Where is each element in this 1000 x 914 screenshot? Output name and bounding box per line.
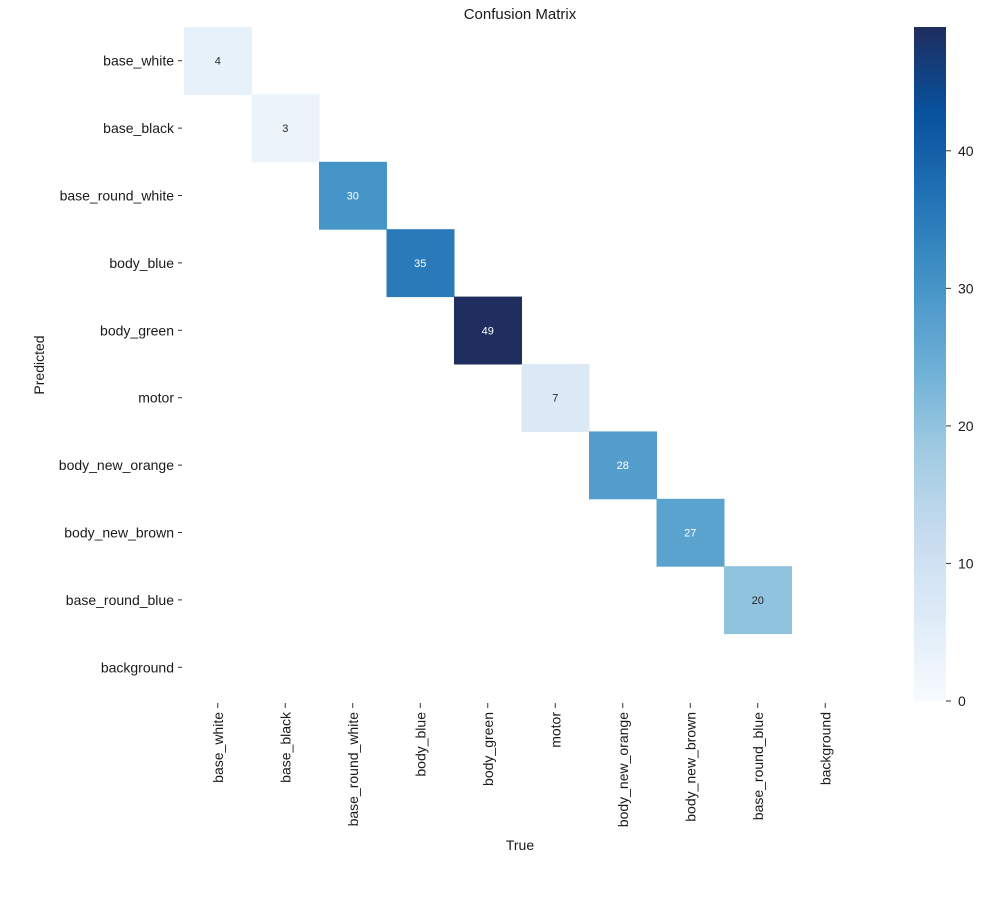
heatmap-cell xyxy=(656,498,725,567)
x-tick-label: body_blue xyxy=(412,712,428,777)
cell-value-label: 27 xyxy=(684,528,696,540)
colorbar-tick-label: 0 xyxy=(958,693,966,709)
y-tick-label: body_blue xyxy=(109,255,174,271)
y-tick-label: base_white xyxy=(103,53,174,69)
y-tick-label: base_round_blue xyxy=(66,592,174,608)
x-tick-label: background xyxy=(817,712,833,785)
colorbar-tick-label: 20 xyxy=(958,418,974,434)
y-tick-label: body_new_brown xyxy=(64,525,174,541)
cell-value-label: 3 xyxy=(282,123,288,135)
y-tick-label: base_round_white xyxy=(60,188,175,204)
colorbar-tick-label: 30 xyxy=(958,280,974,296)
y-tick-label: body_new_orange xyxy=(59,457,174,473)
cell-value-label: 20 xyxy=(752,595,764,607)
x-tick-label: base_round_white xyxy=(345,712,361,827)
x-tick-label: base_black xyxy=(277,711,293,783)
x-tick-label: base_round_blue xyxy=(750,712,766,820)
heatmap-cell xyxy=(386,229,455,298)
heatmap-cell xyxy=(589,431,657,500)
y-tick-label: background xyxy=(101,659,174,675)
heatmap-cells: 4 3 30 35 49 7 28 27 20 xyxy=(184,27,792,635)
x-tick-label: body_new_brown xyxy=(682,712,698,822)
x-axis-ticks: base_white base_black base_round_white body… xyxy=(210,703,833,827)
x-tick-label: body_green xyxy=(480,712,496,786)
cell-value-label: 28 xyxy=(617,460,629,472)
x-tick-label: base_white xyxy=(210,712,226,783)
heatmap-cell xyxy=(184,27,252,95)
chart-title: Confusion Matrix xyxy=(464,6,577,23)
cell-value-label: 35 xyxy=(414,258,426,270)
heatmap-cell xyxy=(454,296,522,365)
y-axis-label: Predicted xyxy=(31,335,47,394)
colorbar-tick-label: 40 xyxy=(958,143,974,159)
heatmap-cell xyxy=(521,364,590,432)
cell-value-label: 49 xyxy=(482,325,494,337)
y-tick-label: base_black xyxy=(103,120,175,136)
heatmap-cell xyxy=(724,566,792,635)
x-tick-label: body_new_orange xyxy=(615,712,631,827)
colorbar xyxy=(914,27,946,701)
x-axis-label: True xyxy=(506,837,534,853)
cell-value-label: 30 xyxy=(347,191,359,203)
colorbar-tick-label: 10 xyxy=(958,555,974,571)
x-tick-label: motor xyxy=(547,712,563,748)
colorbar-ticks: 0 10 20 30 40 xyxy=(946,143,974,709)
y-tick-label: motor xyxy=(138,390,174,406)
y-axis-ticks: base_white base_black base_round_whitebody… xyxy=(59,53,182,675)
cell-value-label: 7 xyxy=(552,393,558,405)
heatmap-cell xyxy=(319,161,387,230)
heatmap-cell xyxy=(251,94,320,163)
y-tick-label: body_green xyxy=(100,322,174,338)
cell-value-label: 4 xyxy=(215,56,221,68)
